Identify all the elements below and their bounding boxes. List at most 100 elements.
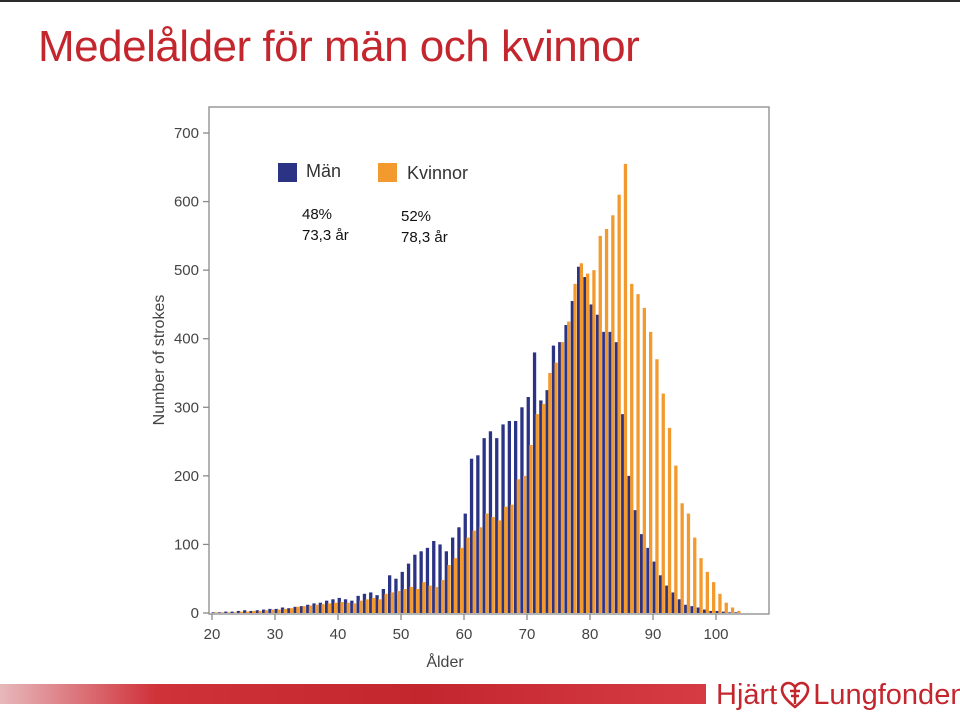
x-tick-label: 50 (393, 626, 410, 643)
bar-man-102 (728, 612, 732, 613)
bar-woman-87 (636, 294, 640, 613)
bar-woman-55 (434, 586, 439, 613)
bar-man-46 (375, 595, 379, 613)
top-rule (0, 0, 960, 2)
bar-man-84 (614, 342, 619, 613)
bar-woman-37 (321, 604, 325, 613)
bar-man-57 (444, 551, 448, 613)
bar-man-51 (406, 563, 411, 613)
bar-man-44 (362, 593, 367, 613)
annotation-men-share: 48% (302, 206, 332, 223)
legend-label-woman: Kvinnor (407, 163, 468, 183)
bar-man-77 (570, 301, 574, 613)
bar-woman-28 (264, 610, 268, 613)
bar-woman-98 (705, 571, 709, 613)
plot-frame (208, 106, 770, 615)
bar-man-53 (419, 551, 423, 613)
bar-man-26 (249, 610, 253, 613)
axes-layer: 0 100 200 300 400 500 600 700 20 30 40 50 60 70 80 90 10… (174, 125, 729, 643)
bar-woman-85 (623, 163, 628, 613)
bar-woman-45 (371, 597, 376, 613)
bar-woman-84 (617, 194, 621, 613)
bar-woman-56 (441, 580, 445, 613)
bar-man-100 (715, 610, 719, 613)
bar-man-28 (262, 609, 266, 613)
bar-woman-46 (378, 599, 382, 613)
y-tick-label: 200 (174, 468, 199, 485)
bar-woman-44 (365, 599, 369, 613)
bar-woman-81 (598, 235, 602, 613)
bar-woman-77 (573, 283, 577, 613)
x-axis-label: Ålder (426, 652, 464, 671)
bar-woman-52 (415, 589, 420, 613)
bar-woman-53 (422, 582, 426, 613)
bar-woman-102 (730, 607, 735, 613)
bar-man-60 (463, 513, 467, 613)
legend-label-man: Män (306, 161, 341, 181)
bar-man-42 (350, 600, 354, 613)
bar-woman-47 (384, 593, 388, 613)
bar-man-63 (482, 438, 486, 613)
bar-woman-76 (567, 321, 571, 613)
bar-woman-82 (604, 229, 609, 613)
bar-man-40 (337, 597, 341, 613)
bar-woman-96 (693, 537, 697, 613)
bar-man-27 (255, 610, 259, 613)
bar-woman-99 (712, 582, 716, 613)
bar-man-96 (690, 606, 694, 613)
bar-woman-43 (359, 600, 363, 613)
bar-man-98 (703, 609, 707, 613)
bar-woman-32 (289, 608, 294, 613)
bar-man-47 (381, 589, 385, 613)
bar-man-32 (287, 608, 291, 613)
bar-woman-66 (504, 506, 508, 613)
bar-man-61 (469, 458, 474, 613)
brand-name-part2: Lungfonden (813, 678, 960, 711)
bar-woman-23 (233, 612, 237, 613)
bar-man-36 (312, 603, 316, 613)
bar-man-81 (595, 314, 600, 613)
bar-man-101 (721, 611, 726, 613)
bar-woman-41 (346, 602, 350, 613)
bar-man-52 (413, 554, 417, 613)
bar-woman-86 (630, 283, 634, 613)
bar-man-54 (425, 547, 430, 613)
bar-man-65 (495, 438, 499, 613)
bar-woman-65 (497, 520, 502, 613)
bar-woman-74 (554, 362, 558, 613)
bar-woman-91 (661, 393, 665, 613)
x-tick-label: 90 (645, 626, 662, 643)
bar-woman-57 (447, 565, 451, 613)
bar-woman-51 (409, 586, 413, 613)
bar-woman-39 (334, 602, 338, 613)
bar-woman-30 (277, 609, 281, 613)
bar-woman-100 (718, 593, 722, 613)
y-tick-label: 600 (174, 194, 199, 211)
x-tick-label: 80 (582, 626, 599, 643)
bar-man-74 (551, 345, 556, 613)
bar-man-70 (526, 397, 530, 613)
bar-man-25 (243, 610, 247, 613)
bar-man-66 (501, 424, 505, 613)
bar-woman-48 (390, 592, 394, 613)
bar-man-67 (507, 421, 511, 613)
y-tick-label: 0 (191, 605, 199, 622)
annotation-women-share: 52% (401, 208, 431, 225)
bar-man-30 (274, 608, 278, 613)
bar-man-82 (602, 331, 606, 613)
bar-man-39 (331, 599, 335, 613)
bar-woman-95 (686, 513, 691, 613)
bar-man-58 (451, 537, 455, 613)
bar-man-24 (236, 610, 241, 613)
x-tick-label: 40 (330, 626, 347, 643)
bar-man-79 (583, 277, 587, 613)
y-tick-label: 400 (174, 331, 199, 348)
bar-layer (211, 163, 741, 614)
bar-man-50 (400, 571, 404, 613)
bar-woman-63 (485, 513, 489, 613)
bar-man-34 (299, 606, 304, 613)
slide-title: Medelålder för män och kvinnor (38, 22, 640, 71)
bar-woman-62 (478, 527, 483, 613)
bar-man-89 (646, 547, 650, 613)
bar-man-59 (457, 527, 461, 613)
